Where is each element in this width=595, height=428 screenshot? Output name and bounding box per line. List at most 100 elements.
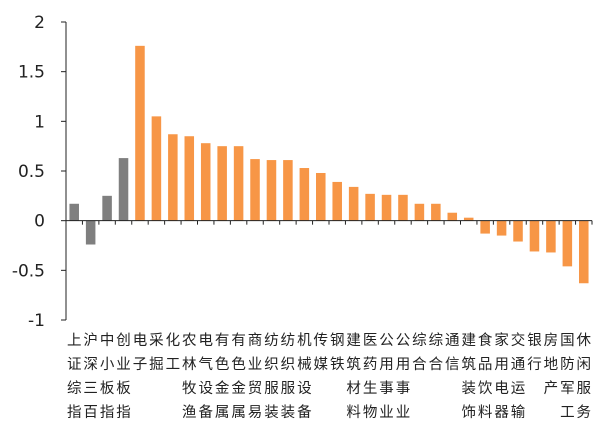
x-tick-label-27: 器 (494, 405, 509, 421)
x-tick-label-28: 运 (511, 380, 526, 397)
x-tick-label-3: 中 (100, 332, 115, 349)
x-tick-label-6: 掘 (149, 356, 164, 373)
x-tick-label-11: 有 (231, 332, 246, 349)
x-tick-label-29: 银 (527, 332, 542, 349)
x-tick-label-25: 筑 (461, 356, 476, 373)
x-tick-label-2: 三 (83, 381, 98, 397)
x-tick-label-1: 指 (67, 404, 82, 421)
bar-8 (184, 136, 195, 221)
x-tick-label-12: 易 (248, 405, 263, 421)
bar-24 (447, 212, 458, 221)
x-tick-label-30: 房 (544, 332, 559, 349)
x-tick-label-15: 机 (297, 332, 312, 349)
bar-12 (250, 159, 260, 221)
x-tick-label-22: 合 (412, 356, 427, 373)
y-tick-label: -0.5 (12, 261, 45, 281)
bar-21 (398, 194, 408, 221)
x-tick-label-21: 事 (396, 380, 411, 397)
x-tick-label-21: 公 (396, 333, 411, 349)
x-tick-label-10: 金 (215, 380, 230, 397)
x-tick-label-15: 械 (297, 356, 312, 373)
x-tick-label-19: 医 (363, 333, 378, 349)
x-tick-label-5: 电 (133, 332, 148, 349)
x-tick-label-19: 物 (363, 404, 378, 421)
x-tick-label-20: 业 (379, 404, 394, 421)
x-tick-label-9: 设 (198, 380, 213, 397)
bar-17 (332, 181, 342, 221)
x-tick-label-17: 铁 (330, 356, 345, 373)
x-tick-label-4: 板 (116, 379, 131, 397)
bar-19 (365, 193, 375, 221)
x-tick-label-31: 军 (560, 381, 575, 397)
y-tick-label: 1 (34, 112, 45, 132)
bar-32 (579, 220, 589, 284)
x-tick-label-27: 家 (494, 332, 509, 349)
x-tick-label-32: 闲 (577, 356, 592, 373)
x-tick-label-8: 农 (182, 332, 197, 349)
x-tick-label-20: 公 (379, 333, 394, 349)
bar-31 (562, 220, 573, 267)
x-tick-label-10: 色 (215, 356, 230, 373)
x-tick-label-18: 筑 (346, 356, 361, 373)
x-tick-label-16: 传 (314, 332, 329, 349)
x-tick-label-4: 创 (116, 332, 131, 349)
x-tick-label-3: 指 (100, 404, 115, 421)
bar-15 (299, 168, 310, 221)
x-tick-label-31: 防 (560, 356, 575, 373)
bar-7 (168, 134, 178, 221)
bar-16 (316, 172, 326, 221)
x-tick-label-8: 林 (182, 356, 197, 373)
x-tick-label-28: 通 (511, 356, 526, 373)
bar-11 (233, 146, 244, 221)
x-tick-label-27: 电 (494, 380, 509, 397)
x-tick-label-11: 金 (231, 380, 246, 397)
x-tick-label-15: 备 (297, 404, 312, 421)
x-tick-label-26: 品 (478, 356, 493, 373)
x-tick-label-12: 业 (248, 356, 263, 373)
bar-25 (463, 217, 474, 221)
x-tick-label-11: 属 (231, 405, 246, 421)
x-tick-label-25: 装 (461, 380, 476, 397)
axes-group (61, 21, 593, 321)
x-tick-label-11: 色 (231, 356, 246, 373)
x-tick-label-7: 化 (166, 332, 181, 349)
x-tick-label-21: 用 (396, 357, 411, 373)
x-tick-label-27: 用 (494, 357, 509, 373)
x-tick-label-32: 休 (577, 332, 592, 349)
x-tick-label-14: 装 (281, 404, 296, 421)
x-tick-label-13: 装 (264, 404, 279, 421)
x-tick-label-13: 织 (264, 356, 279, 373)
y-tick-label: 1.5 (18, 63, 45, 83)
bar-28 (513, 220, 523, 242)
bar-4 (118, 158, 129, 221)
x-tick-label-20: 用 (379, 357, 394, 373)
x-tick-label-32: 务 (577, 404, 592, 421)
x-tick-label-28: 输 (511, 404, 526, 421)
x-tick-label-8: 牧 (182, 380, 197, 397)
x-tick-label-25: 建 (461, 332, 476, 349)
bar-20 (381, 194, 392, 221)
x-tick-label-10: 有 (215, 332, 230, 349)
x-tick-label-23: 综 (429, 332, 444, 349)
x-tick-label-20: 事 (379, 380, 394, 397)
x-tick-label-14: 纺 (281, 332, 296, 349)
x-tick-label-7: 工 (166, 357, 181, 373)
y-tick-label: 0.5 (18, 162, 45, 182)
x-tick-label-4: 业 (116, 356, 131, 373)
x-tick-label-15: 设 (297, 380, 312, 397)
bar-2 (85, 220, 96, 245)
x-tick-label-3: 小 (100, 356, 115, 373)
x-tick-label-22: 综 (412, 332, 427, 349)
bar-18 (348, 186, 359, 221)
bar-22 (414, 203, 425, 221)
bar-29 (529, 220, 540, 252)
x-tick-label-4: 指 (116, 404, 131, 421)
x-tick-label-2: 沪 (83, 332, 98, 349)
x-tick-label-14: 织 (281, 356, 296, 373)
y-tick-label: 2 (34, 13, 45, 33)
x-tick-label-12: 商 (248, 332, 263, 349)
x-tick-label-2: 深 (83, 356, 98, 373)
x-tick-label-1: 综 (67, 380, 82, 397)
x-tick-label-30: 地 (544, 356, 559, 373)
